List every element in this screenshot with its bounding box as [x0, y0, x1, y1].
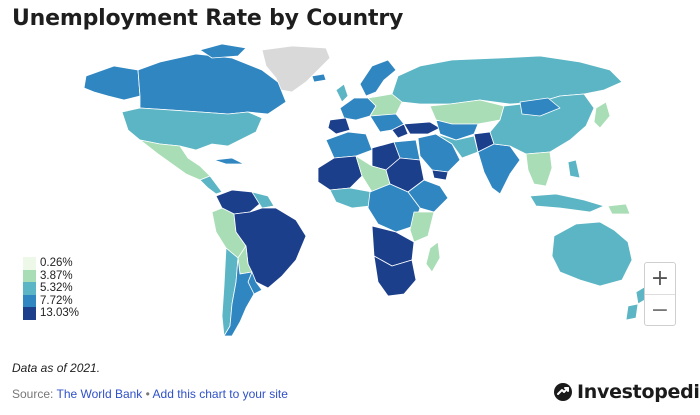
choropleth-map[interactable] — [0, 36, 700, 346]
legend-swatch — [23, 282, 36, 295]
source-prefix: Source: — [12, 387, 57, 401]
legend-label: 3.87% — [40, 269, 73, 282]
legend-item: 13.03% — [23, 307, 79, 320]
region-nigeria[interactable] — [329, 187, 373, 209]
region-south-africa[interactable] — [373, 255, 417, 297]
region-guyana[interactable] — [251, 191, 275, 209]
region-canada[interactable] — [137, 53, 287, 115]
region-cuba[interactable] — [213, 157, 245, 165]
source-line: Source: The World Bank • Add this chart … — [12, 387, 288, 401]
legend-item: 3.87% — [23, 269, 79, 282]
zoom-in-button[interactable]: + — [650, 266, 670, 291]
region-png[interactable] — [607, 203, 631, 215]
region-russia[interactable] — [391, 55, 623, 105]
region-philippines[interactable] — [567, 159, 581, 179]
source-separator: • — [142, 387, 153, 401]
region-australia[interactable] — [551, 221, 633, 287]
region-east-africa[interactable] — [409, 211, 435, 243]
region-west-africa[interactable] — [317, 155, 363, 191]
legend-swatch — [23, 294, 36, 307]
legend-swatch — [23, 269, 36, 282]
region-north-africa-west[interactable] — [325, 131, 373, 159]
chart-title: Unemployment Rate by Country — [12, 6, 404, 31]
region-greece[interactable] — [391, 123, 409, 139]
region-usa[interactable] — [121, 107, 263, 151]
region-madagascar[interactable] — [425, 241, 441, 273]
legend-label: 5.32% — [40, 282, 73, 295]
region-yemen[interactable] — [431, 169, 449, 181]
region-new-zealand-south[interactable] — [625, 303, 639, 321]
legend-item: 5.32% — [23, 282, 79, 295]
legend-label: 0.26% — [40, 257, 73, 270]
legend-item: 0.26% — [23, 257, 79, 270]
region-argentina[interactable] — [223, 257, 255, 337]
region-turkey[interactable] — [403, 121, 441, 135]
map-legend: 0.26% 3.87% 5.32% 7.72% 13.03% — [23, 257, 79, 320]
legend-label: 13.03% — [40, 307, 80, 320]
region-iceland[interactable] — [311, 73, 327, 83]
region-india[interactable] — [477, 143, 521, 195]
region-scandinavia[interactable] — [359, 59, 397, 97]
zoom-control: + − — [644, 262, 676, 326]
zoom-out-button[interactable]: − — [645, 294, 675, 326]
add-chart-link[interactable]: Add this chart to your site — [152, 387, 288, 401]
region-japan[interactable] — [593, 101, 611, 129]
legend-swatch — [23, 307, 36, 320]
logo-text: Investopedia — [577, 381, 700, 403]
legend-item: 7.72% — [23, 294, 79, 307]
world-map-svg[interactable] — [0, 36, 700, 346]
investopedia-logo[interactable]: Investopedia — [553, 378, 700, 406]
legend-swatch — [23, 257, 36, 270]
region-mongolia[interactable] — [519, 97, 561, 117]
legend-label: 7.72% — [40, 294, 73, 307]
region-southeast-asia[interactable] — [525, 151, 553, 187]
region-spain[interactable] — [327, 117, 351, 135]
source-link[interactable]: The World Bank — [56, 387, 143, 401]
region-central-america[interactable] — [199, 175, 223, 195]
region-uk[interactable] — [335, 83, 349, 103]
region-alaska[interactable] — [83, 65, 141, 101]
data-date-note: Data as of 2021. — [12, 361, 101, 375]
region-greenland[interactable] — [261, 45, 331, 93]
investopedia-logo-icon — [554, 383, 572, 401]
region-arctic-islands[interactable] — [199, 43, 247, 59]
region-indonesia[interactable] — [529, 193, 605, 213]
